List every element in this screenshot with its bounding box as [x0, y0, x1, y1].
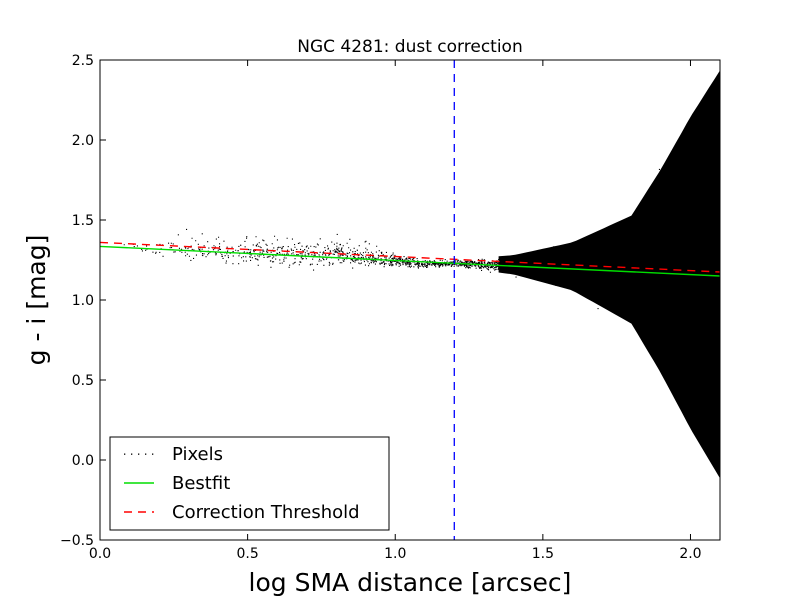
legend-points-marker	[152, 453, 154, 455]
y-tick-label: 1.0	[72, 293, 94, 309]
x-tick-label: 1.5	[532, 546, 554, 562]
x-tick-label: 0.5	[236, 546, 258, 562]
y-tick-label: 0.5	[72, 373, 94, 389]
pixels-scatter-layer	[123, 70, 720, 479]
legend-points-marker	[145, 453, 147, 455]
legend-item: Bestfit	[124, 473, 230, 494]
bestfit-line	[100, 245, 720, 277]
legend-points-marker	[124, 453, 126, 455]
legend-points-marker	[138, 453, 140, 455]
x-tick-label: 1.0	[384, 546, 406, 562]
legend-item: Correction Threshold	[124, 502, 360, 523]
legend-label: Correction Threshold	[172, 502, 360, 523]
legend-box	[109, 436, 390, 531]
y-tick-label: 2.0	[72, 133, 94, 149]
pixel-dense-core	[498, 70, 720, 479]
x-tick-label: 2.0	[679, 546, 701, 562]
y-tick-label: 0.0	[72, 453, 94, 469]
legend-item: Pixels	[124, 444, 223, 465]
legend-points-marker	[131, 453, 133, 455]
x-tick-label: 0.0	[89, 546, 111, 562]
y-tick-label: 1.5	[72, 213, 94, 229]
y-tick-label: −0.5	[60, 533, 94, 549]
legend: Pixels Bestfit Correction Threshold	[109, 436, 390, 531]
chart-title: NGC 4281: dust correction	[297, 37, 522, 57]
x-axis-label: log SMA distance [arcsec]	[249, 568, 572, 597]
correction-threshold-line	[100, 241, 720, 273]
ticks-layer: 0.0 0.5 1.0 1.5 2.0−0.50.00.51.01.52.02.5	[60, 53, 720, 562]
pixel-points	[123, 110, 720, 422]
y-tick-label: 2.5	[72, 53, 94, 69]
y-axis-label: g - i [mag]	[22, 235, 51, 366]
lines-layer	[100, 60, 720, 540]
legend-label: Bestfit	[172, 473, 230, 494]
legend-label: Pixels	[172, 444, 223, 465]
